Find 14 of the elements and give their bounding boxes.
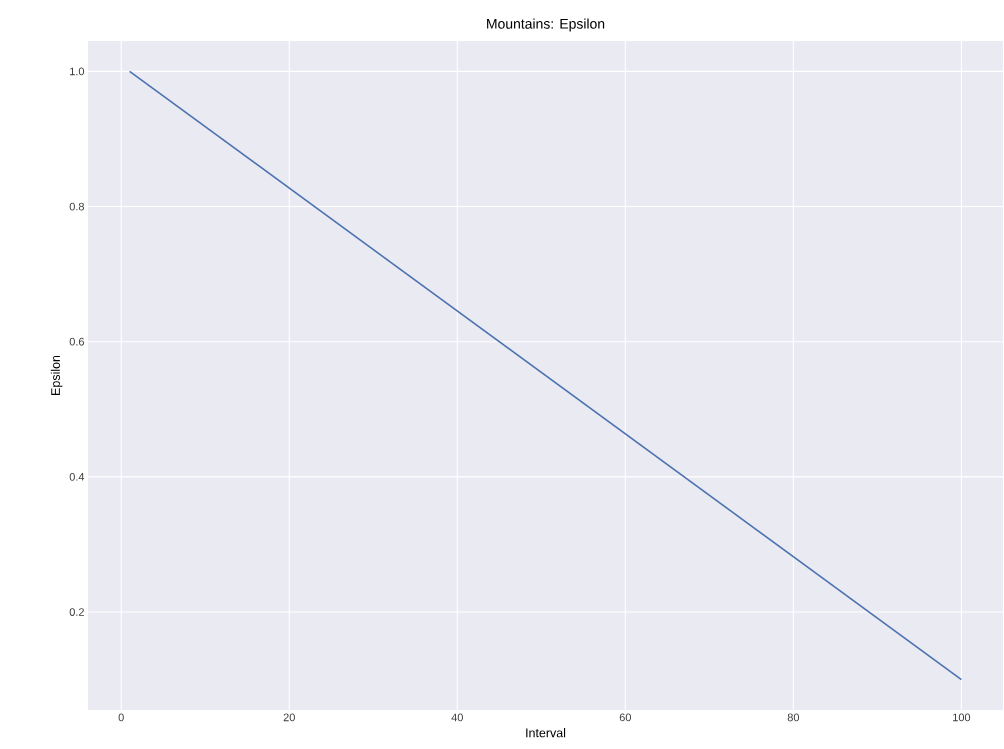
x-tick-label: 40 bbox=[451, 713, 463, 722]
x-tick-label: 60 bbox=[619, 713, 631, 722]
x-tick-label: 20 bbox=[283, 713, 295, 722]
y-axis-title: Epsilon bbox=[50, 355, 63, 395]
y-tick-label: 0.2 bbox=[69, 608, 84, 616]
y-tick-label: 0.6 bbox=[69, 337, 84, 346]
y-tick-label: 0.8 bbox=[69, 202, 84, 211]
chart-title: Mountains: Epsilon bbox=[487, 18, 605, 32]
x-axis-title: Interval bbox=[526, 728, 566, 738]
x-tick-label: 80 bbox=[787, 713, 800, 722]
x-tick-label: 100 bbox=[953, 713, 971, 722]
y-tick-label: 1.0 bbox=[70, 67, 85, 76]
y-tick-label: 0.4 bbox=[69, 472, 85, 481]
x-tick-label: 0 bbox=[118, 713, 124, 722]
